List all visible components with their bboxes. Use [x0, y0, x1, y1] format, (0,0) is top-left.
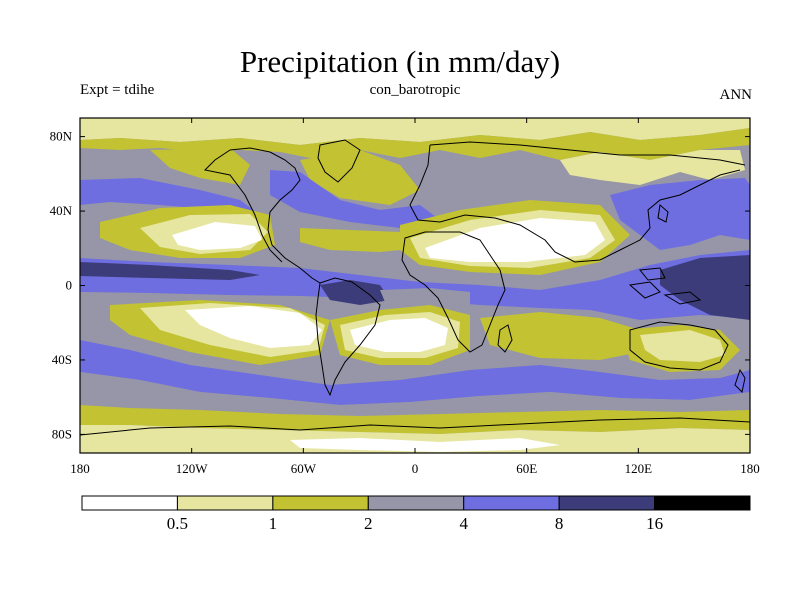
colorbar-swatch	[654, 495, 751, 511]
coast-south-america	[315, 277, 381, 397]
coastlines	[80, 139, 750, 436]
field-warmpool-navy	[660, 255, 750, 320]
colorbar-swatch	[558, 495, 656, 511]
field-npacific-dry-white	[172, 222, 262, 250]
field-sindian-dry-olive	[480, 312, 650, 360]
y-tick-label: 80N	[50, 129, 73, 144]
x-tick-label: 180	[70, 461, 90, 476]
colorbar-label: 0.5	[167, 514, 188, 533]
field-australia-pale	[640, 330, 725, 362]
x-tick-label: 120E	[625, 461, 653, 476]
field-south-gray	[80, 372, 750, 416]
colorbar-label: 8	[555, 514, 564, 533]
y-tick-label: 40N	[50, 203, 73, 218]
x-tick-label: 180	[740, 461, 760, 476]
precipitation-field	[80, 118, 750, 453]
field-eurasia-olive	[300, 150, 420, 205]
field-atlantic-gray	[380, 288, 470, 305]
colorbar-label: 16	[646, 514, 663, 533]
colorbar-label: 4	[459, 514, 468, 533]
map-title: Precipitation (in mm/day)	[239, 44, 561, 79]
field-spacific-dry-white	[185, 306, 322, 348]
field-itcz-blue	[80, 250, 750, 320]
colorbar-swatch	[272, 495, 369, 511]
axis-ticks: 180 120W 60W 0 60E 120E 180 80N 40N 0 40S 80S	[50, 118, 760, 476]
coast-antarctica	[80, 417, 750, 436]
x-tick-label: 60W	[291, 461, 317, 476]
field-arctic-olive	[80, 128, 750, 160]
season-label: ANN	[719, 87, 753, 103]
x-tick-label: 60E	[516, 461, 537, 476]
field-itcz-navy	[80, 262, 260, 280]
coast-madagascar	[497, 324, 513, 353]
colorbar: 0.5 1 2 4 8 16	[81, 495, 751, 533]
coast-maritime-continent	[628, 267, 702, 305]
colorbar-label: 2	[364, 514, 373, 533]
y-tick-label: 0	[66, 278, 73, 293]
colorbar-swatch	[463, 495, 560, 511]
field-siberia-pale	[560, 150, 745, 185]
colorbar-label: 1	[269, 514, 278, 533]
case-label: con_barotropic	[369, 82, 461, 98]
colorbar-swatch	[367, 495, 465, 511]
field-amazon-navy	[320, 280, 390, 305]
colorbar-swatch	[81, 495, 178, 511]
field-arctic-pale	[80, 118, 750, 145]
field-canada-olive	[150, 148, 250, 185]
coast-north-america	[203, 147, 321, 284]
field-antarctic-white	[290, 438, 560, 452]
field-japan-stormtrack	[610, 178, 750, 250]
coast-greenland	[317, 139, 361, 183]
y-tick-label: 80S	[52, 426, 72, 441]
coast-new-zealand	[734, 368, 746, 394]
field-atlantic-stormtrack	[270, 170, 440, 228]
y-tick-label: 40S	[52, 352, 72, 367]
experiment-label: Expt = tdihe	[80, 82, 155, 98]
x-tick-label: 0	[412, 461, 419, 476]
coast-africa	[401, 231, 506, 353]
coast-eurasia	[409, 141, 746, 263]
x-tick-label: 120W	[176, 461, 209, 476]
coast-japan	[657, 204, 669, 223]
field-natlantic-dry	[300, 228, 420, 252]
field-antarctic-pale	[80, 425, 750, 453]
coast-australia	[629, 321, 729, 371]
colorbar-swatch	[176, 495, 274, 511]
field-sahara-white	[425, 218, 605, 262]
field-southern-stormtrack	[80, 340, 750, 405]
